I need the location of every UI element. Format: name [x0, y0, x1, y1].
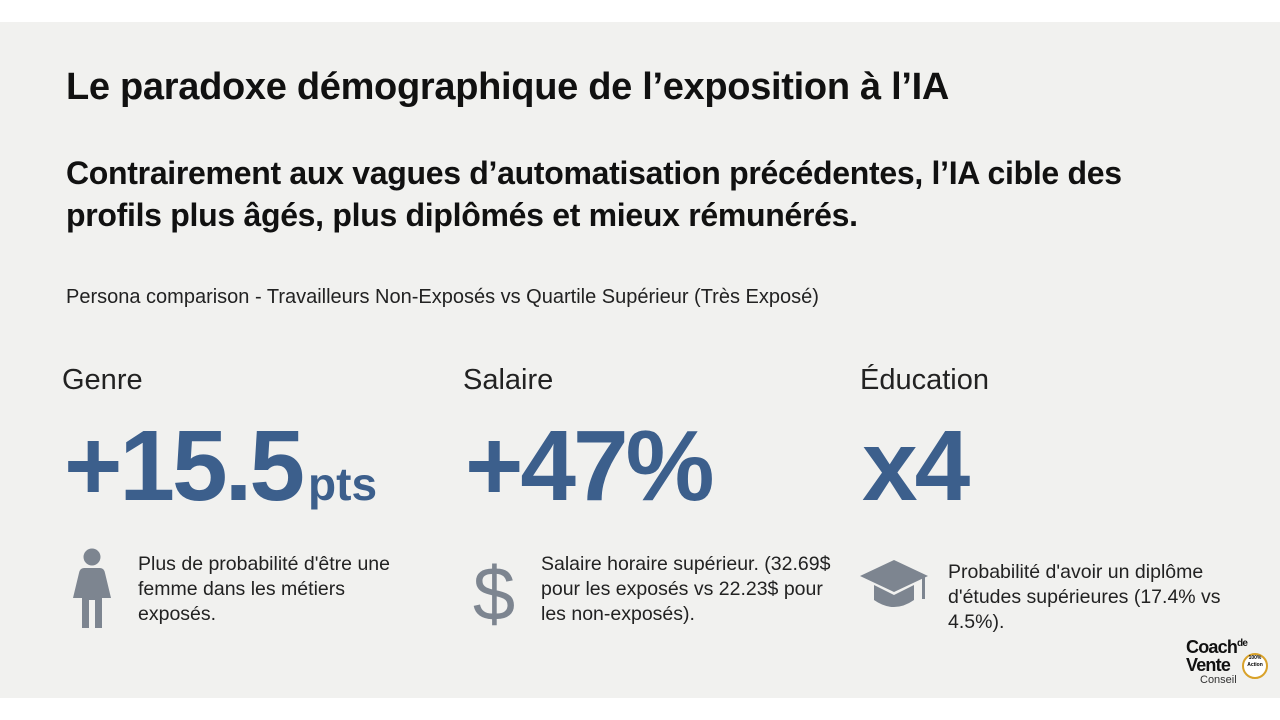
logo-badge: 100% Action — [1242, 653, 1268, 679]
logo-line-3: Conseil — [1200, 674, 1237, 686]
logo-line-2: Vente — [1186, 655, 1231, 675]
person-female-icon — [70, 548, 114, 635]
comparison-caption: Persona comparison - Travailleurs Non-Ex… — [66, 286, 819, 308]
stat-column-education: Éducation x4 Probabilité d'avoir un dipl… — [860, 364, 1221, 633]
slide: Le paradoxe démographique de l’expositio… — [0, 22, 1280, 698]
stat-heading: Genre — [62, 364, 143, 396]
stat-description: Plus de probabilité d'être une femme dan… — [138, 553, 390, 625]
stat-unit: pts — [308, 458, 378, 510]
stat-description: Salaire horaire supérieur. (32.69$ pour … — [541, 553, 831, 625]
coach-de-vente-logo: Coachde Vente Conseil 100% Action — [1186, 635, 1270, 686]
stat-heading: Éducation — [860, 364, 989, 396]
stat-number: +15.5 — [64, 410, 305, 522]
stat-heading: Salaire — [463, 364, 554, 396]
svg-text:$: $ — [473, 552, 515, 632]
stat-column-genre: Genre +15.5 pts Plus de probabilité d'êtr… — [62, 364, 390, 628]
stat-value: x4 — [862, 410, 970, 522]
stat-value: +15.5 pts — [64, 416, 377, 516]
stat-description: Probabilité d'avoir un diplôme d'études … — [948, 561, 1221, 633]
graduation-cap-icon — [858, 558, 930, 619]
page-title: Le paradoxe démographique de l’expositio… — [66, 66, 949, 108]
page-subtitle: Contrairement aux vagues d’automatisatio… — [66, 155, 1122, 233]
stat-column-salaire: Salaire +47% $ Salaire horaire supérieur… — [463, 364, 830, 637]
dollar-icon: $ — [471, 548, 517, 637]
stat-value: +47% — [465, 410, 715, 522]
logo-line-1: Coachde — [1186, 637, 1248, 657]
